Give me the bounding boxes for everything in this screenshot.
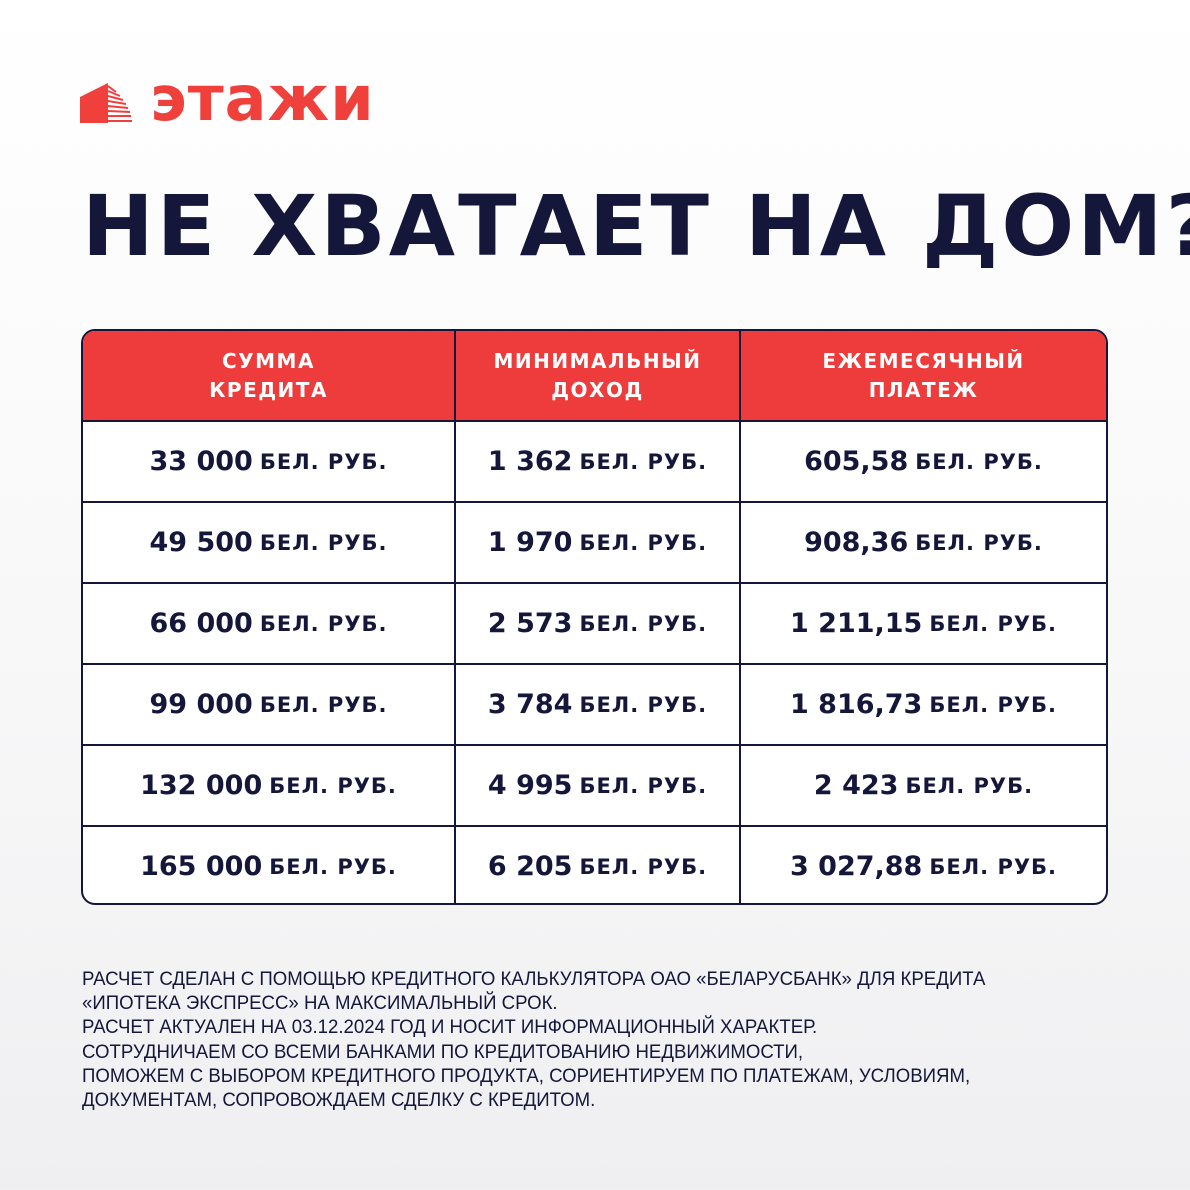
monthly-payment-cell: 908,36 БЕЛ. РУБ.	[739, 503, 1106, 582]
minimum-income-value: 4 995	[487, 770, 573, 801]
monthly-payment-cell: 3 027,88 БЕЛ. РУБ.	[739, 827, 1106, 903]
footnote-line: Сотрудничаем со всеми банками по кредито…	[82, 1041, 804, 1063]
monthly-payment-value: 908,36	[804, 527, 909, 558]
footnote-line: документам, сопровождаем сделку с кредит…	[82, 1090, 596, 1112]
page-title: НЕ ХВАТАЕТ НА ДОМ?	[82, 177, 1190, 275]
loan-amount-value: 33 000	[149, 446, 253, 477]
minimum-income-cell: 2 573 БЕЛ. РУБ.	[454, 584, 739, 663]
monthly-payment-cell: 605,58 БЕЛ. РУБ.	[739, 422, 1106, 501]
footnote-line: поможем с выбором кредитного продукта, с…	[82, 1065, 971, 1087]
currency-unit: БЕЛ. РУБ.	[259, 530, 388, 555]
brand-name: этажи	[150, 62, 375, 135]
footnote: Расчет сделан с помощью кредитного кальк…	[82, 968, 1160, 1113]
table-row: 132 000 БЕЛ. РУБ. 4 995 БЕЛ. РУБ. 2 423 БЕЛ. …	[83, 744, 1106, 825]
monthly-payment-value: 1 211,15	[789, 608, 923, 639]
table-row: 66 000 БЕЛ. РУБ. 2 573 БЕЛ. РУБ. 1 211,15 БЕЛ…	[83, 582, 1106, 663]
column-header: СУММА КРЕДИТА	[209, 348, 328, 402]
currency-unit: БЕЛ. РУБ.	[905, 773, 1034, 798]
minimum-income-value: 1 362	[487, 446, 573, 477]
currency-unit: БЕЛ. РУБ.	[259, 692, 388, 717]
currency-unit: БЕЛ. РУБ.	[259, 611, 388, 636]
table-header: СУММА КРЕДИТА МИНИМАЛЬНЫЙ ДОХОД ЕЖЕМЕСЯЧ…	[83, 331, 1106, 420]
building-icon	[80, 83, 132, 123]
currency-unit: БЕЛ. РУБ.	[915, 530, 1043, 555]
currency-unit: БЕЛ. РУБ.	[929, 692, 1058, 717]
minimum-income-cell: 4 995 БЕЛ. РУБ.	[454, 746, 739, 825]
loan-amount-value: 132 000	[140, 770, 263, 801]
footnote-line: Расчет актуален на 03.12.2024 год и носи…	[82, 1017, 818, 1039]
loan-amount-value: 49 500	[149, 527, 253, 558]
currency-unit: БЕЛ. РУБ.	[579, 449, 708, 474]
minimum-income-cell: 6 205 БЕЛ. РУБ.	[454, 827, 739, 903]
footnote-line: Расчет сделан с помощью кредитного кальк…	[82, 969, 986, 990]
table-row: 49 500 БЕЛ. РУБ. 1 970 БЕЛ. РУБ. 908,36 БЕЛ. …	[83, 501, 1106, 582]
brand-logo: этажи	[80, 68, 375, 130]
table-row: 33 000 БЕЛ. РУБ. 1 362 БЕЛ. РУБ. 605,58 БЕЛ. …	[83, 420, 1106, 501]
loan-amount-cell: 49 500 БЕЛ. РУБ.	[83, 503, 454, 582]
currency-unit: БЕЛ. РУБ.	[269, 854, 397, 879]
minimum-income-value: 6 205	[487, 851, 573, 882]
monthly-payment-cell: 1 211,15 БЕЛ. РУБ.	[739, 584, 1106, 663]
currency-unit: БЕЛ. РУБ.	[579, 854, 708, 879]
footnote-line: «Ипотека Экспресс» на максимальный срок.	[82, 993, 558, 1015]
currency-unit: БЕЛ. РУБ.	[929, 611, 1058, 636]
minimum-income-cell: 3 784 БЕЛ. РУБ.	[454, 665, 739, 744]
minimum-income-value: 1 970	[487, 527, 573, 558]
table-row: 99 000 БЕЛ. РУБ. 3 784 БЕЛ. РУБ. 1 816,73 БЕЛ…	[83, 663, 1106, 744]
monthly-payment-cell: 2 423 БЕЛ. РУБ.	[739, 746, 1106, 825]
loan-amount-cell: 132 000 БЕЛ. РУБ.	[83, 746, 454, 825]
currency-unit: БЕЛ. РУБ.	[929, 854, 1058, 879]
monthly-payment-value: 1 816,73	[789, 689, 923, 720]
currency-unit: БЕЛ. РУБ.	[259, 449, 388, 474]
currency-unit: БЕЛ. РУБ.	[579, 530, 708, 555]
loan-amount-cell: 33 000 БЕЛ. РУБ.	[83, 422, 454, 501]
currency-unit: БЕЛ. РУБ.	[579, 773, 708, 798]
monthly-payment-cell: 1 816,73 БЕЛ. РУБ.	[739, 665, 1106, 744]
currency-unit: БЕЛ. РУБ.	[579, 611, 708, 636]
column-header: ЕЖЕМЕСЯЧНЫЙ ПЛАТЕЖ	[739, 331, 1106, 420]
loan-amount-value: 165 000	[140, 851, 263, 882]
currency-unit: БЕЛ. РУБ.	[579, 692, 708, 717]
credit-table: СУММА КРЕДИТА МИНИМАЛЬНЫЙ ДОХОД ЕЖЕМЕСЯЧ…	[81, 329, 1108, 905]
monthly-payment-value: 605,58	[804, 446, 909, 477]
monthly-payment-value: 2 423	[813, 770, 899, 801]
minimum-income-value: 2 573	[487, 608, 573, 639]
currency-unit: БЕЛ. РУБ.	[269, 773, 397, 798]
loan-amount-value: 66 000	[149, 608, 253, 639]
loan-amount-cell: 165 000 БЕЛ. РУБ.	[83, 827, 454, 903]
minimum-income-cell: 1 970 БЕЛ. РУБ.	[454, 503, 739, 582]
loan-amount-value: 99 000	[149, 689, 253, 720]
monthly-payment-value: 3 027,88	[789, 851, 923, 882]
loan-amount-cell: 99 000 БЕЛ. РУБ.	[83, 665, 454, 744]
table-row: 165 000 БЕЛ. РУБ. 6 205 БЕЛ. РУБ. 3 027,88 БЕ…	[83, 825, 1106, 903]
loan-amount-cell: 66 000 БЕЛ. РУБ.	[83, 584, 454, 663]
column-header: МИНИМАЛЬНЫЙ ДОХОД	[454, 331, 739, 420]
minimum-income-cell: 1 362 БЕЛ. РУБ.	[454, 422, 739, 501]
currency-unit: БЕЛ. РУБ.	[915, 449, 1043, 474]
minimum-income-value: 3 784	[487, 689, 573, 720]
